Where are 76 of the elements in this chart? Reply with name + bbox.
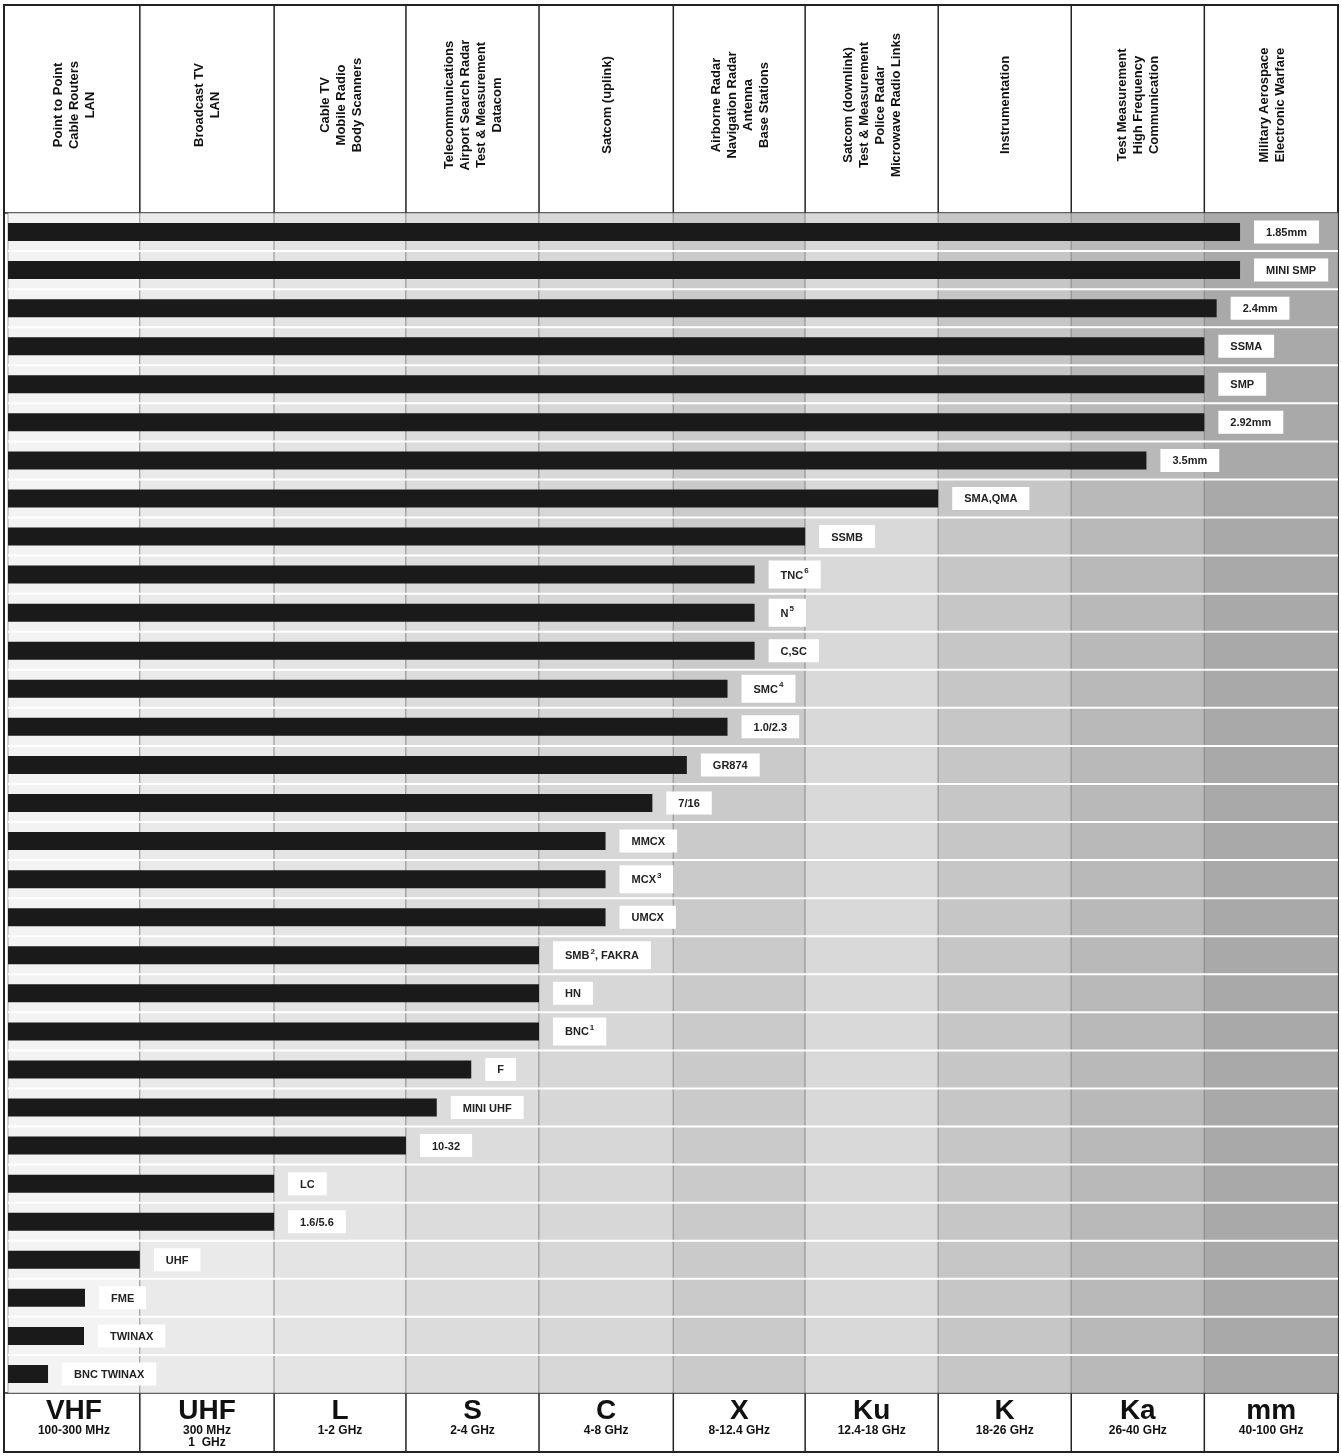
y-tick-label: LC xyxy=(300,1177,315,1190)
bar xyxy=(8,223,1241,242)
bar xyxy=(8,1288,85,1307)
y-tick-label: 1.6/5.6 xyxy=(300,1215,334,1228)
bar xyxy=(8,984,540,1003)
bar xyxy=(8,946,540,965)
band-label: Ku 12.4-18 GHz xyxy=(837,1393,906,1437)
band-label: S 2-4 GHz xyxy=(450,1393,495,1437)
bar xyxy=(8,489,939,508)
text: Cable TV Mobile Radio Body Scanners xyxy=(316,57,364,153)
text: Telecommunications Airport Search Radar Test & Measurement Datacom xyxy=(440,39,504,171)
y-tick-label: SMP xyxy=(1230,378,1255,391)
bar xyxy=(8,413,1205,432)
bar xyxy=(8,565,755,584)
bar xyxy=(8,870,606,889)
band-label: X 8-12.4 GHz xyxy=(708,1393,770,1437)
y-tick-label: 3.5mm xyxy=(1172,454,1208,467)
y-tick-label: 1.85mm xyxy=(1266,226,1308,239)
band-label: K 18-26 GHz xyxy=(975,1393,1034,1437)
bar xyxy=(8,1098,437,1117)
y-tick-label: 2.92mm xyxy=(1230,416,1272,429)
y-tick-label: GR874 xyxy=(712,758,749,771)
bar xyxy=(8,1364,49,1383)
band-label: VHF 100-300 MHz xyxy=(37,1393,110,1437)
bar xyxy=(8,641,755,660)
text: Broadcast TV LAN xyxy=(191,62,223,147)
text: Airborne Radar Navigation Radar Antenna Base Stations xyxy=(707,51,771,159)
y-tick-label: 1.0/2.3 xyxy=(753,720,788,733)
band-label: UHF 300 MHz 1 GHz xyxy=(178,1393,236,1449)
y-tick-label: MMCX xyxy=(631,835,666,848)
band-label: mm 40-100 GHz xyxy=(1238,1393,1304,1437)
y-tick-label: HN xyxy=(565,987,581,1000)
band-label: Ka 26-40 GHz xyxy=(1108,1393,1167,1437)
text: Satcom (downlink) Test & Measurement Police Radar Microwave Radio Links xyxy=(840,33,904,177)
bar xyxy=(8,261,1241,280)
bar xyxy=(8,527,806,546)
band-label: L 1-2 GHz xyxy=(317,1393,363,1437)
text: Military Aerospace Electronic Warfare xyxy=(1255,47,1287,163)
bar xyxy=(8,1326,85,1345)
y-tick-label: FME xyxy=(111,1291,135,1304)
y-tick-label: 2.4mm xyxy=(1242,302,1278,315)
y-tick-label: TWINAX xyxy=(110,1329,155,1342)
y-tick-label: SSMA xyxy=(1230,340,1263,353)
y-tick-label: MINI UHF xyxy=(462,1101,512,1114)
bar xyxy=(8,603,755,622)
bar xyxy=(8,1250,140,1269)
text: Instrumentation xyxy=(997,55,1013,155)
bar xyxy=(8,755,687,774)
bar xyxy=(8,375,1205,394)
bar xyxy=(8,908,606,927)
bar xyxy=(8,794,653,812)
bar xyxy=(8,451,1147,470)
bar xyxy=(8,717,728,736)
y-tick-label: 10-32 xyxy=(431,1139,461,1152)
y-tick-label: SMA,QMA xyxy=(964,492,1018,505)
bar xyxy=(8,1136,406,1155)
bar xyxy=(8,832,606,851)
y-tick-label: UHF xyxy=(165,1253,189,1266)
y-tick-label: BNC TWINAX xyxy=(74,1367,145,1380)
bar xyxy=(8,299,1217,318)
y-tick-label: MINI SMP xyxy=(1266,264,1317,277)
text: Point to Point Cable Routers LAN xyxy=(50,60,98,150)
bar xyxy=(8,1022,540,1041)
y-tick-label: C,SC xyxy=(780,644,807,657)
bar xyxy=(8,679,728,698)
text: Satcom (uplink) xyxy=(598,56,614,154)
y-tick-label: 7/16 xyxy=(678,797,700,809)
y-tick-label: F xyxy=(497,1063,505,1076)
bar xyxy=(8,1212,275,1231)
bar xyxy=(8,1174,275,1193)
y-tick-label: SSMB xyxy=(831,530,863,543)
text: Test Measurement High Frequency Communication xyxy=(1114,47,1162,162)
band-label: C 4-8 GHz xyxy=(583,1393,629,1437)
bar xyxy=(8,1060,472,1079)
bar xyxy=(8,337,1205,356)
y-tick-label: UMCX xyxy=(631,911,665,924)
